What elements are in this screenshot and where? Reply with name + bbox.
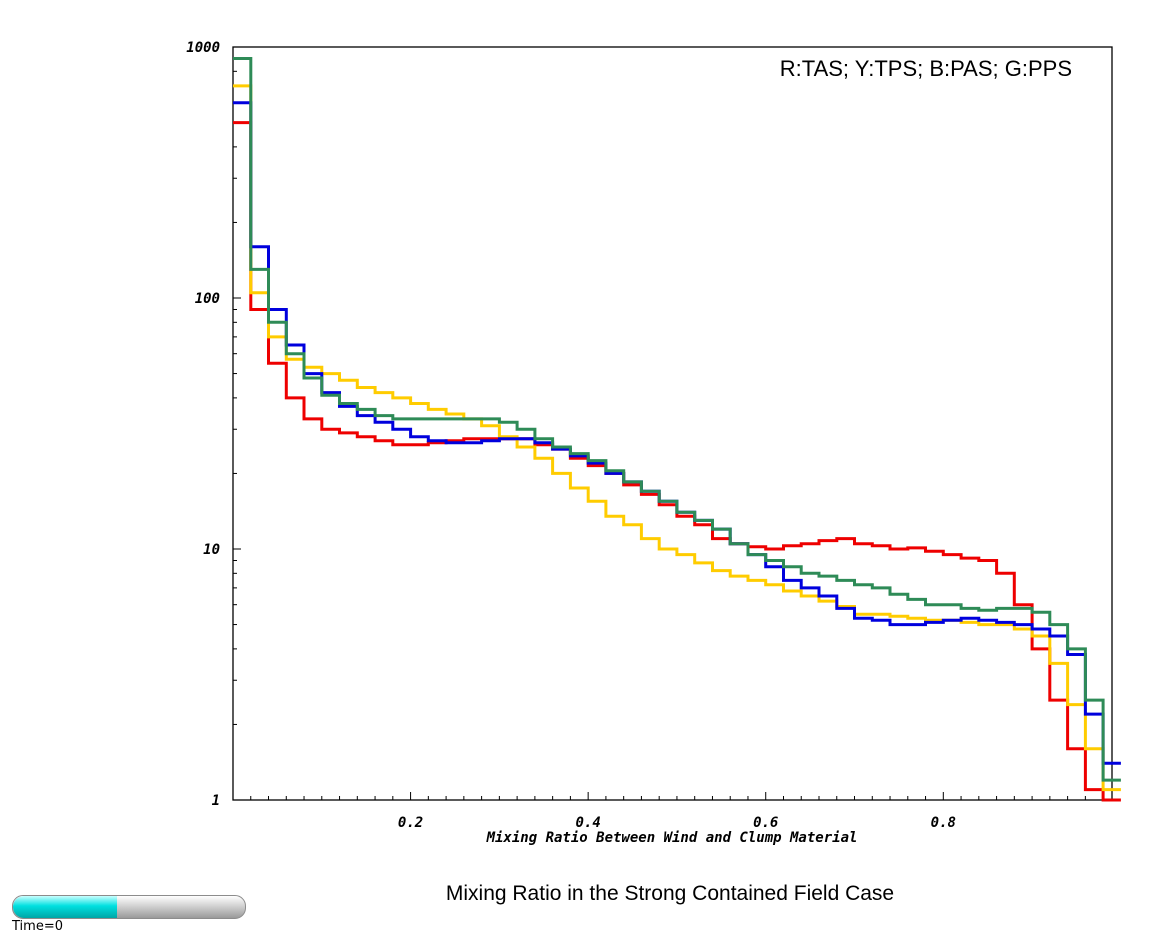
y-tick-label: 10 [203, 542, 220, 558]
x-tick-label: 0.4 [576, 815, 601, 831]
x-tick-label: 0.2 [398, 815, 423, 831]
series-line-2 [233, 101, 1121, 765]
series-line-3 [233, 57, 1121, 782]
y-tick-label: 1 [212, 793, 220, 809]
y-tick-label: 100 [195, 291, 220, 307]
time-slider-fill [13, 896, 118, 918]
x-tick-label: 0.8 [931, 815, 956, 831]
y-tick-label: 1000 [186, 40, 220, 56]
legend-text: R:TAS; Y:TPS; B:PAS; G:PPS [780, 56, 1072, 81]
plot-frame [232, 46, 1113, 801]
y-axis: 1 10 100 1000 [186, 40, 241, 809]
chart-title: Mixing Ratio in the Strong Contained Fie… [445, 882, 895, 905]
time-slider[interactable] [12, 895, 246, 919]
x-tick-label: 0.6 [753, 815, 778, 831]
series-line-1 [233, 84, 1121, 792]
time-label: Time=0 [12, 919, 63, 934]
x-axis-title: Mixing Ratio Between Wind and Clump Mate… [486, 830, 858, 846]
series-layer [233, 57, 1121, 802]
x-axis: 0.2 0.4 0.6 0.8 [250, 792, 1104, 831]
series-line-0 [233, 121, 1121, 802]
